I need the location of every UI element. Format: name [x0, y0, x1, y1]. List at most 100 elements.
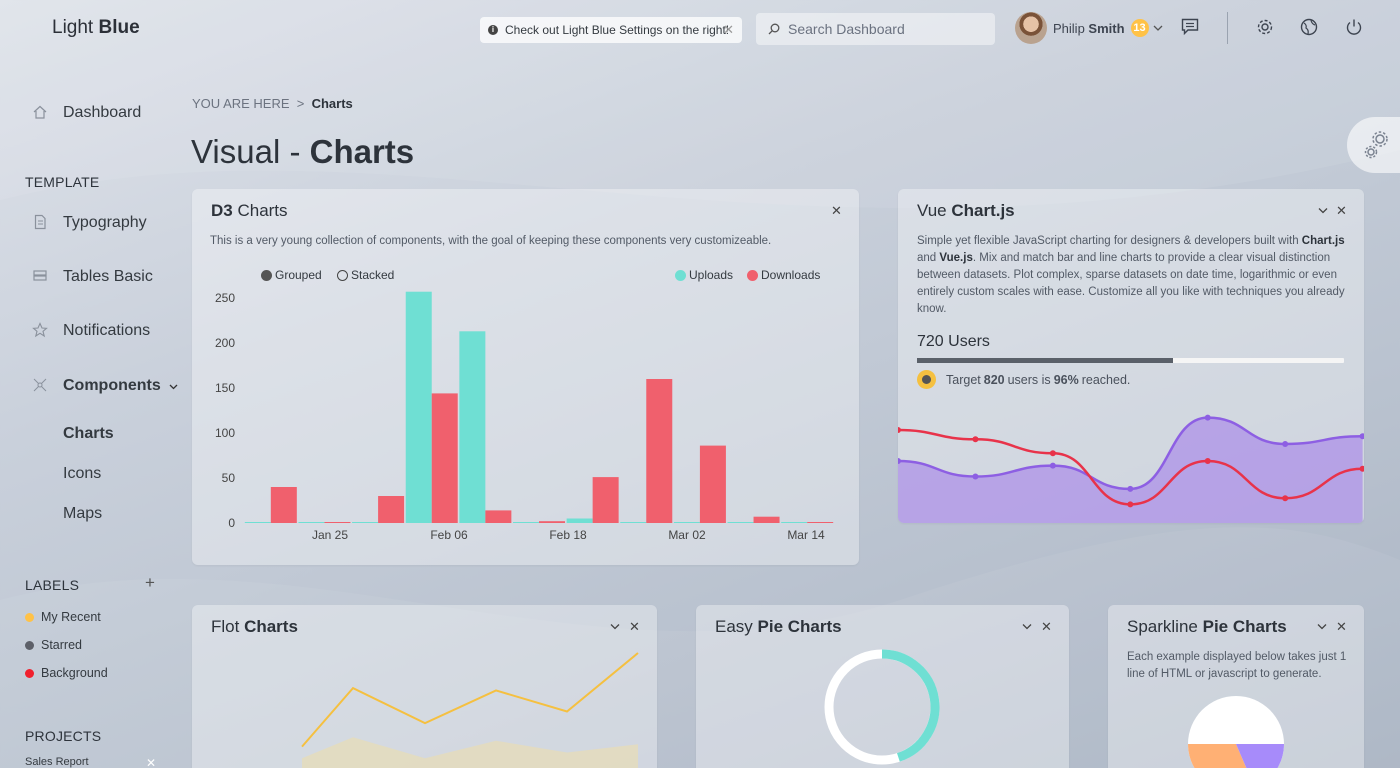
app-logo[interactable]: Light Blue	[52, 17, 140, 38]
sparkline-pie	[1188, 696, 1284, 768]
legend-dot	[747, 269, 758, 281]
user-name[interactable]: Philip Smith	[1053, 20, 1125, 36]
chevron-down-icon[interactable]	[1022, 623, 1032, 630]
bar-downloads	[485, 510, 512, 523]
chevron-down-icon[interactable]	[1153, 24, 1163, 32]
legend-downloads[interactable]: Downloads	[747, 268, 820, 282]
sidebar-subitem-charts[interactable]: Charts	[63, 425, 114, 442]
legend-stacked[interactable]: Stacked	[337, 268, 394, 282]
bar-uploads	[352, 522, 379, 523]
legend-grouped[interactable]: Grouped	[261, 268, 322, 282]
add-label-button[interactable]: +	[145, 573, 155, 592]
y-tick-label: 100	[215, 426, 235, 440]
info-icon: i	[488, 25, 498, 35]
close-icon[interactable]: ✕	[1336, 619, 1347, 634]
breadcrumb: YOU ARE HERE > Charts	[192, 96, 353, 111]
project-item[interactable]: Sales Report	[25, 756, 89, 768]
label-dot	[25, 640, 34, 650]
close-icon[interactable]: ✕	[1336, 203, 1347, 218]
series-point	[1127, 501, 1134, 508]
sidebar-item-label: Dashboard	[63, 104, 142, 121]
x-tick-label: Mar 02	[668, 528, 706, 542]
notice-text: Check out Light Blue Settings on the rig…	[505, 23, 730, 37]
label-background[interactable]: Background	[25, 666, 108, 680]
bar-uploads	[620, 522, 647, 523]
series-point	[1359, 465, 1364, 472]
sidebar-subitem-icons[interactable]: Icons	[63, 465, 102, 482]
network-icon	[33, 378, 47, 392]
power-icon[interactable]	[1345, 18, 1363, 36]
chevron-down-icon	[169, 384, 178, 389]
card-title: D3 Charts	[211, 201, 288, 220]
label-dot	[25, 612, 34, 622]
vue-area-chart	[898, 414, 1364, 523]
bar-uploads	[781, 522, 808, 523]
search-box[interactable]	[756, 13, 995, 45]
sidebar-item-typography[interactable]: Typography	[34, 214, 147, 232]
chevron-down-icon[interactable]	[1317, 623, 1327, 630]
label-dot	[25, 668, 34, 678]
bar-downloads	[539, 521, 565, 523]
sidebar-item-notifications[interactable]: Notifications	[32, 322, 150, 340]
chevron-down-icon[interactable]	[1318, 207, 1328, 214]
sidebar-subitem-maps[interactable]: Maps	[63, 505, 103, 522]
series-point	[1049, 462, 1056, 469]
radio-filled-icon	[261, 269, 272, 281]
pie-value-arc	[881, 649, 940, 762]
close-icon[interactable]: ✕	[146, 756, 157, 768]
card-title: Flot Charts	[211, 617, 298, 636]
flot-line-chart	[301, 652, 639, 768]
close-icon[interactable]: ✕	[1041, 619, 1052, 634]
bar-downloads	[807, 522, 834, 523]
home-icon	[33, 105, 47, 119]
sidebar-item-components[interactable]: Components	[33, 377, 178, 395]
chevron-down-icon[interactable]	[610, 623, 620, 630]
users-count: 720 Users	[917, 333, 990, 350]
user-menu[interactable]: Philip Smith 13	[1015, 12, 1163, 44]
series-point	[898, 427, 901, 433]
label-my-recent[interactable]: My Recent	[25, 610, 101, 624]
y-tick-label: 0	[228, 516, 235, 530]
settings-icon[interactable]	[1256, 18, 1274, 36]
bar-downloads	[592, 477, 619, 523]
d3-bar-chart: 0 50 100 150 200 250 Jan 25 Feb 06 Feb 18 Mar 02 M…	[215, 291, 834, 542]
bar-uploads	[244, 522, 271, 523]
close-icon[interactable]: ✕	[629, 619, 640, 634]
series-point	[1204, 458, 1211, 464]
x-tick-label: Feb 18	[549, 528, 587, 542]
bar-downloads	[324, 522, 351, 523]
y-tick-label: 150	[215, 381, 235, 395]
series-point	[1282, 440, 1289, 447]
gears-icon	[1364, 131, 1388, 159]
search-icon	[768, 23, 780, 35]
globe-icon[interactable]	[1300, 18, 1318, 36]
header-divider	[1227, 12, 1228, 44]
messages-icon[interactable]	[1181, 18, 1199, 35]
bar-downloads	[431, 393, 458, 523]
section-heading-projects: PROJECTS	[25, 728, 102, 744]
bar-downloads	[270, 487, 297, 523]
target-status: Target 820 users is 96% reached.	[917, 370, 1130, 389]
series-line	[301, 652, 639, 748]
close-icon[interactable]: ✕	[723, 22, 734, 37]
bar-downloads	[699, 445, 726, 523]
close-icon[interactable]: ✕	[831, 203, 842, 218]
sidebar-item-dashboard[interactable]: Dashboard	[33, 104, 142, 122]
avatar[interactable]	[1015, 12, 1047, 44]
search-input[interactable]	[788, 21, 978, 37]
sidebar-item-tables-basic[interactable]: Tables Basic	[33, 268, 153, 286]
section-heading-labels: LABELS	[25, 577, 80, 593]
notification-badge[interactable]: 13	[1130, 19, 1149, 37]
d3-charts-card: D3 Charts ✕ This is a very young collect…	[192, 189, 859, 565]
bar-uploads	[513, 522, 539, 523]
card-title: Easy Pie Charts	[715, 617, 842, 636]
y-tick-label: 250	[215, 291, 235, 305]
star-icon	[32, 322, 48, 338]
legend-uploads[interactable]: Uploads	[675, 268, 733, 282]
settings-notice: i Check out Light Blue Settings on the r…	[480, 17, 742, 43]
label-starred[interactable]: Starred	[25, 638, 82, 652]
settings-panel-toggle[interactable]	[1347, 117, 1400, 173]
flot-charts-card: Flot Charts ✕	[192, 605, 657, 768]
x-tick-label: Mar 14	[787, 528, 825, 542]
series-point	[972, 436, 979, 443]
